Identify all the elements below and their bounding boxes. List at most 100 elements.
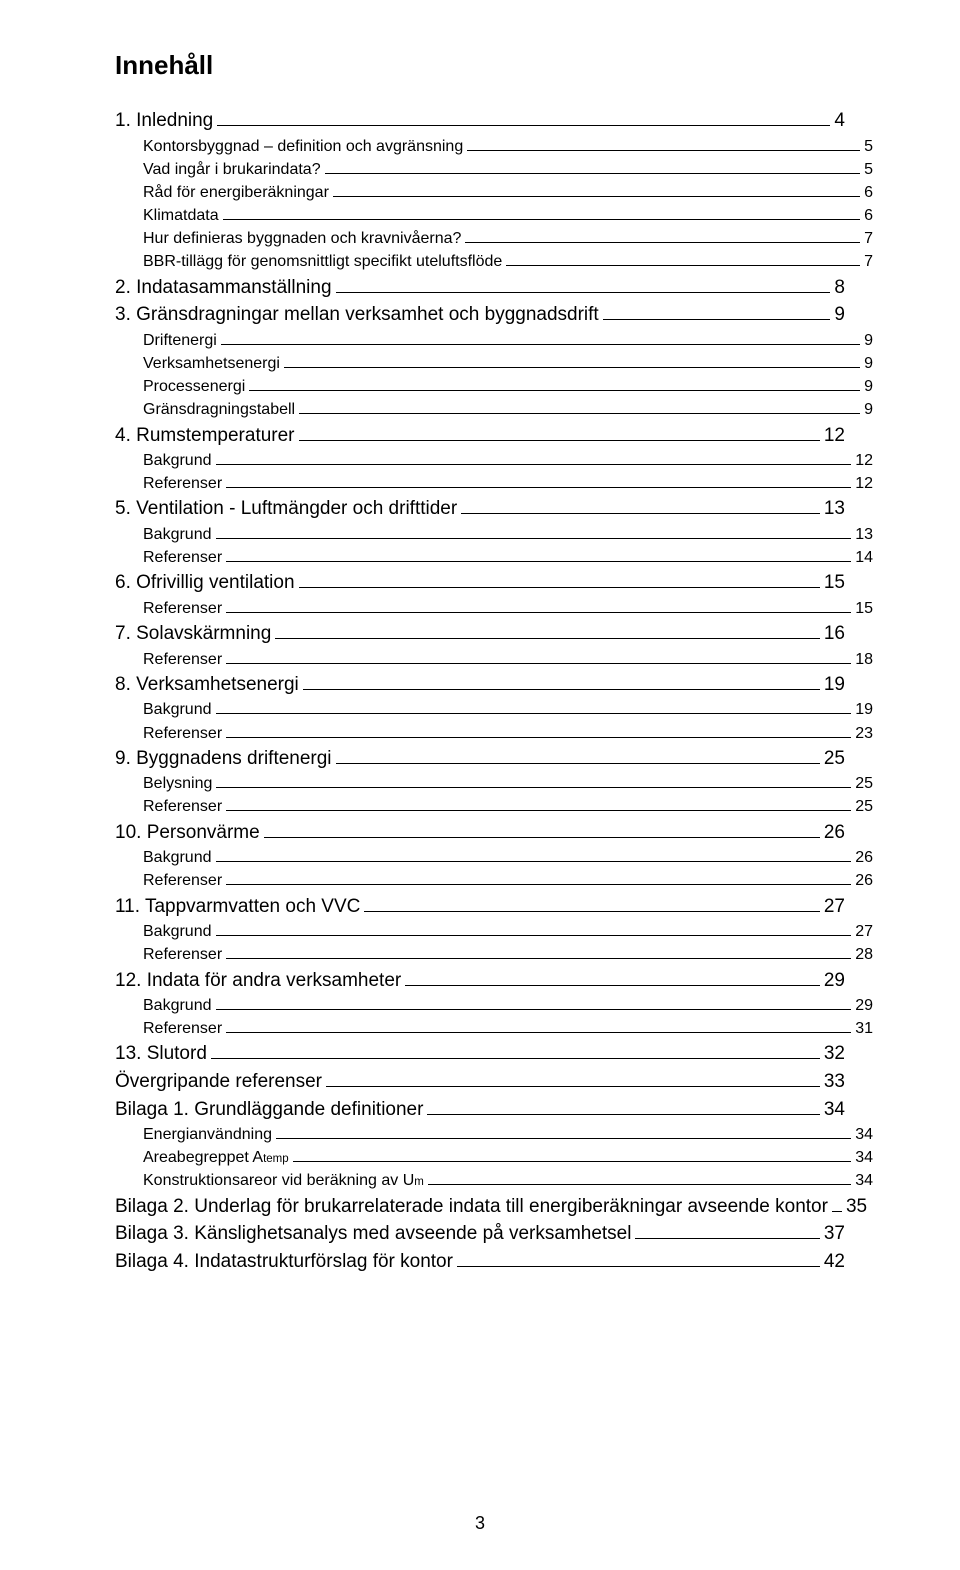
toc-leader-line xyxy=(216,849,852,862)
toc-entry: Övergripande referenser33 xyxy=(115,1068,845,1096)
toc-entry: Vad ingår i brukarindata?5 xyxy=(143,158,873,181)
toc-entry-label: Referenser xyxy=(143,546,222,569)
toc-entry-page: 25 xyxy=(855,772,873,795)
toc-entry: Gränsdragningstabell9 xyxy=(143,398,873,421)
toc-entry: 12. Indata för andra verksamheter 29 xyxy=(115,967,845,995)
toc-entry: Referenser25 xyxy=(143,795,873,818)
toc-entry: Bilaga 2. Underlag för brukarrelaterade … xyxy=(115,1193,845,1221)
toc-entry-label: Referenser xyxy=(143,722,222,745)
toc-leader-line xyxy=(405,970,820,985)
toc-leader-line xyxy=(226,549,851,562)
toc-entry-page: 29 xyxy=(824,967,845,995)
toc-entry-label: Referenser xyxy=(143,472,222,495)
toc-entry-page: 34 xyxy=(855,1169,873,1192)
toc-leader-line xyxy=(326,1072,820,1087)
toc-entry-label: Bakgrund xyxy=(143,846,212,869)
toc-entry-page: 33 xyxy=(824,1068,845,1096)
toc-entry-label: Referenser xyxy=(143,795,222,818)
toc-entry-label: 1. Inledning xyxy=(115,107,213,135)
toc-entry-page: 29 xyxy=(855,994,873,1017)
toc-entry-page: 34 xyxy=(855,1146,873,1169)
toc-leader-line xyxy=(226,872,851,885)
toc-entry: Areabegreppet Atemp 34 xyxy=(143,1146,873,1169)
toc-entry: 7. Solavskärmning16 xyxy=(115,620,845,648)
toc-leader-line xyxy=(216,701,852,714)
toc-entry-page: 26 xyxy=(855,869,873,892)
toc-leader-line xyxy=(226,651,851,664)
toc-entry: Bilaga 3. Känslighetsanalys med avseende… xyxy=(115,1220,845,1248)
toc-entry-page: 34 xyxy=(855,1123,873,1146)
toc-entry-page: 25 xyxy=(824,745,845,773)
toc-entry: Klimatdata6 xyxy=(143,204,873,227)
toc-leader-line xyxy=(226,475,851,488)
toc-entry-label: 2. Indatasammanställning xyxy=(115,274,332,302)
toc-entry-page: 9 xyxy=(834,301,845,329)
toc-entry-page: 6 xyxy=(864,204,873,227)
toc-entry-label: Referenser xyxy=(143,648,222,671)
toc-entry: Referenser 14 xyxy=(143,546,873,569)
toc-entry: 10. Personvärme26 xyxy=(115,819,845,847)
toc-entry-page: 14 xyxy=(855,546,873,569)
toc-entry-page: 13 xyxy=(824,495,845,523)
toc-entry-label: Areabegreppet Atemp xyxy=(143,1146,289,1169)
toc-entry: 11. Tappvarmvatten och VVC27 xyxy=(115,893,845,921)
toc-entry-label: BBR-tillägg för genomsnittligt specifikt… xyxy=(143,250,502,273)
toc-leader-line xyxy=(217,111,830,126)
toc-entry-label: Referenser xyxy=(143,597,222,620)
toc-entry: Verksamhetsenergi 9 xyxy=(143,352,873,375)
toc-entry: 9. Byggnadens driftenergi25 xyxy=(115,745,845,773)
toc-entry-page: 37 xyxy=(824,1220,845,1248)
toc-entry-label: Råd för energiberäkningar xyxy=(143,181,329,204)
toc-entry-page: 6 xyxy=(864,181,873,204)
toc-leader-line xyxy=(325,161,861,174)
toc-leader-line xyxy=(211,1044,820,1059)
toc-entry-page: 4 xyxy=(834,107,845,135)
toc-leader-line xyxy=(336,277,831,292)
toc-leader-line xyxy=(275,624,820,639)
toc-entry: 13. Slutord32 xyxy=(115,1040,845,1068)
toc-leader-line xyxy=(333,184,860,197)
toc-entry: 4. Rumstemperaturer12 xyxy=(115,422,845,450)
toc-leader-line xyxy=(293,1149,852,1162)
toc-leader-line xyxy=(299,425,820,440)
toc-entry-label: Verksamhetsenergi xyxy=(143,352,280,375)
toc-entry: Bakgrund 27 xyxy=(143,920,873,943)
toc-entry-label: Energianvändning xyxy=(143,1123,272,1146)
toc-entry-page: 9 xyxy=(864,329,873,352)
toc-entry-page: 35 xyxy=(846,1193,867,1221)
toc-entry-label: Vad ingår i brukarindata? xyxy=(143,158,321,181)
toc-entry: Bilaga 1. Grundläggande definitioner34 xyxy=(115,1096,845,1124)
toc-entry-page: 18 xyxy=(855,648,873,671)
toc-entry-page: 28 xyxy=(855,943,873,966)
toc-entry-page: 13 xyxy=(855,523,873,546)
toc-entry-page: 7 xyxy=(864,250,873,273)
toc-entry-page: 5 xyxy=(864,135,873,158)
toc-entry-page: 9 xyxy=(864,352,873,375)
toc-leader-line xyxy=(303,675,820,690)
toc-leader-line xyxy=(216,452,852,465)
toc-entry-label: Hur definieras byggnaden och kravnivåern… xyxy=(143,227,461,250)
toc-entry: Referenser23 xyxy=(143,722,873,745)
toc-entry-label: 12. Indata för andra verksamheter xyxy=(115,967,401,995)
toc-entry-page: 12 xyxy=(824,422,845,450)
toc-entry: Processenergi9 xyxy=(143,375,873,398)
toc-entry-label: 3. Gränsdragningar mellan verksamhet och… xyxy=(115,301,599,329)
toc-entry-page: 8 xyxy=(834,274,845,302)
toc-entry-page: 27 xyxy=(855,920,873,943)
toc-entry-label: Bakgrund xyxy=(143,920,212,943)
toc-leader-line xyxy=(299,573,820,588)
toc-leader-line xyxy=(364,896,819,911)
toc-leader-line xyxy=(216,775,851,788)
toc-entry-page: 32 xyxy=(824,1040,845,1068)
toc-leader-line xyxy=(299,401,860,414)
toc-entry: 3. Gränsdragningar mellan verksamhet och… xyxy=(115,301,845,329)
toc-entry-page: 7 xyxy=(864,227,873,250)
toc-leader-line xyxy=(284,355,860,368)
toc-leader-line xyxy=(336,749,820,764)
toc-entry-page: 19 xyxy=(824,671,845,699)
toc-entry: Bilaga 4. Indatastrukturförslag för kont… xyxy=(115,1248,845,1276)
toc-entry-label: Processenergi xyxy=(143,375,245,398)
toc-leader-line xyxy=(226,725,851,738)
toc-entry: Driftenergi9 xyxy=(143,329,873,352)
toc-entry-page: 12 xyxy=(855,472,873,495)
